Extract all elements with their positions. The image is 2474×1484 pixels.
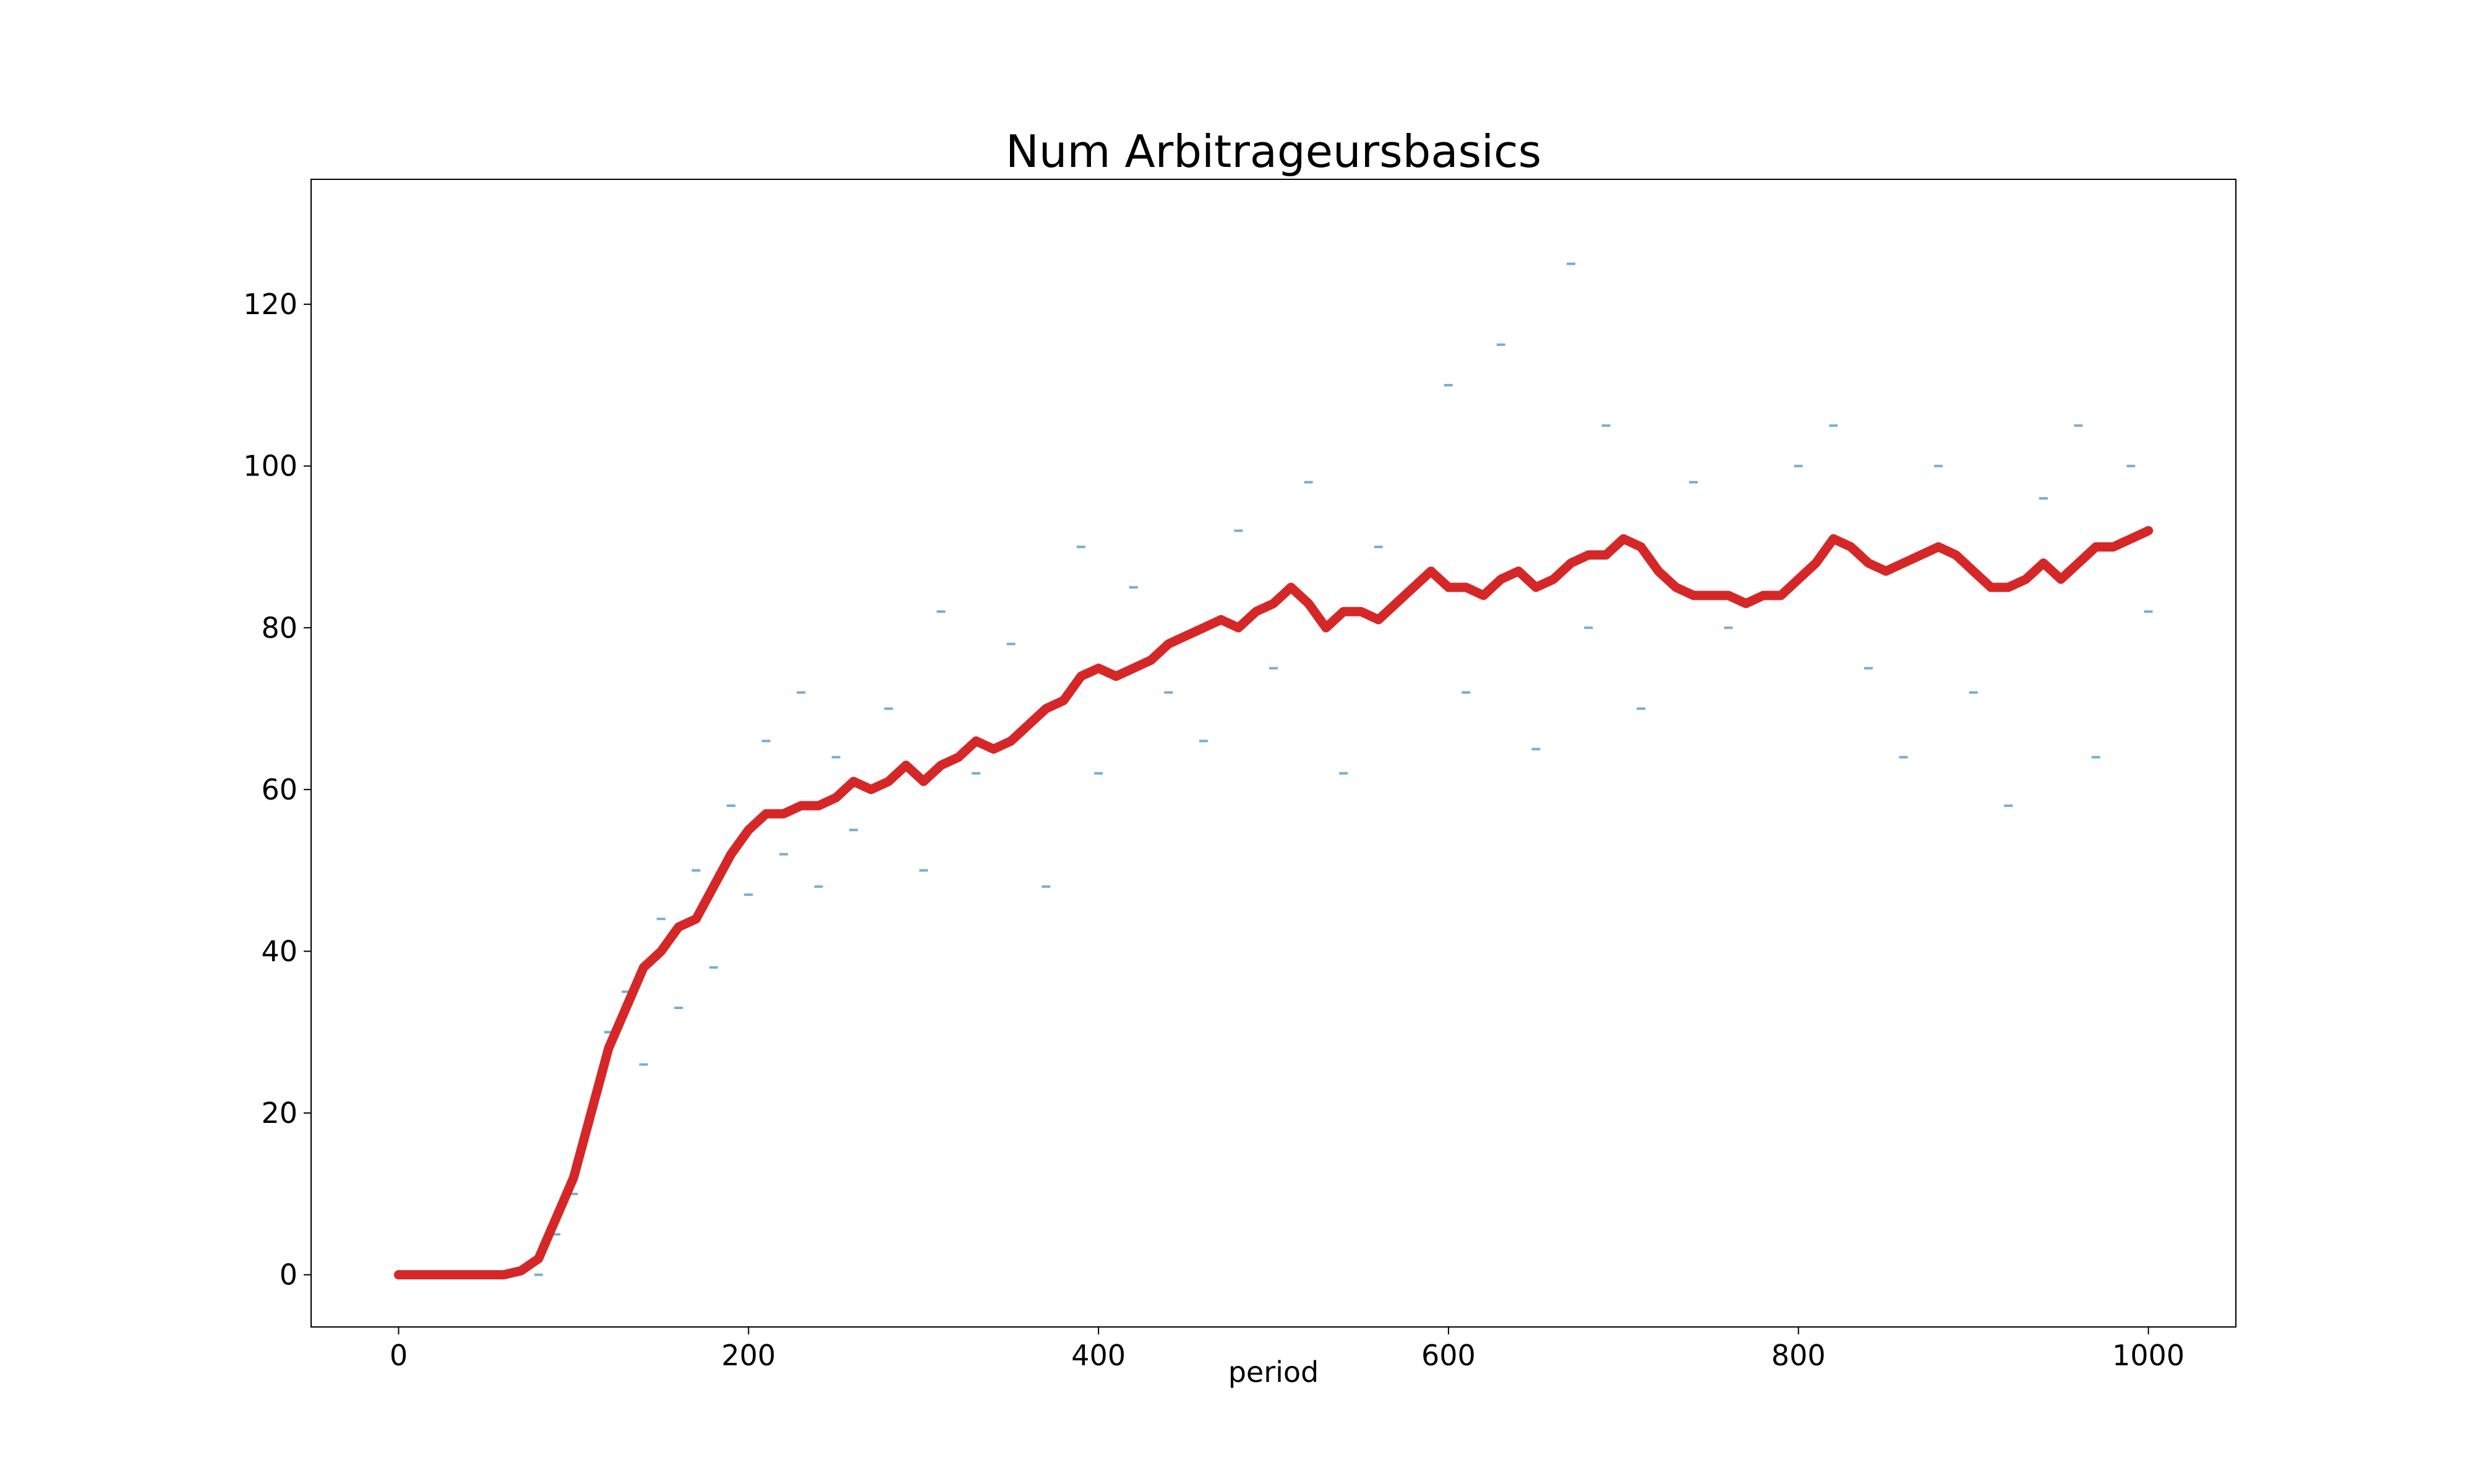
y-tick-label: 120 (243, 288, 297, 321)
line (393, 526, 2154, 1280)
chart-title: Num Arbitrageursbasics (1006, 126, 1541, 177)
x-tick-label: 600 (1421, 1339, 1476, 1372)
y-tick-label: 0 (280, 1258, 297, 1292)
x-tick-label: 1000 (2112, 1339, 2185, 1372)
x-axis-label: period (1228, 1355, 1319, 1389)
plot-frame (310, 179, 2236, 1328)
x-tick-label: 0 (390, 1339, 408, 1372)
x-tick-label: 800 (1771, 1339, 1826, 1372)
y-tick-label: 100 (243, 450, 297, 483)
y-tick-label: 40 (261, 934, 297, 968)
y-tick-label: 60 (261, 773, 297, 806)
y-tick-label: 80 (261, 611, 297, 644)
x-tick-label: 400 (1071, 1339, 1126, 1372)
x-tick-label: 200 (721, 1339, 776, 1372)
y-tick-label: 20 (261, 1096, 297, 1130)
